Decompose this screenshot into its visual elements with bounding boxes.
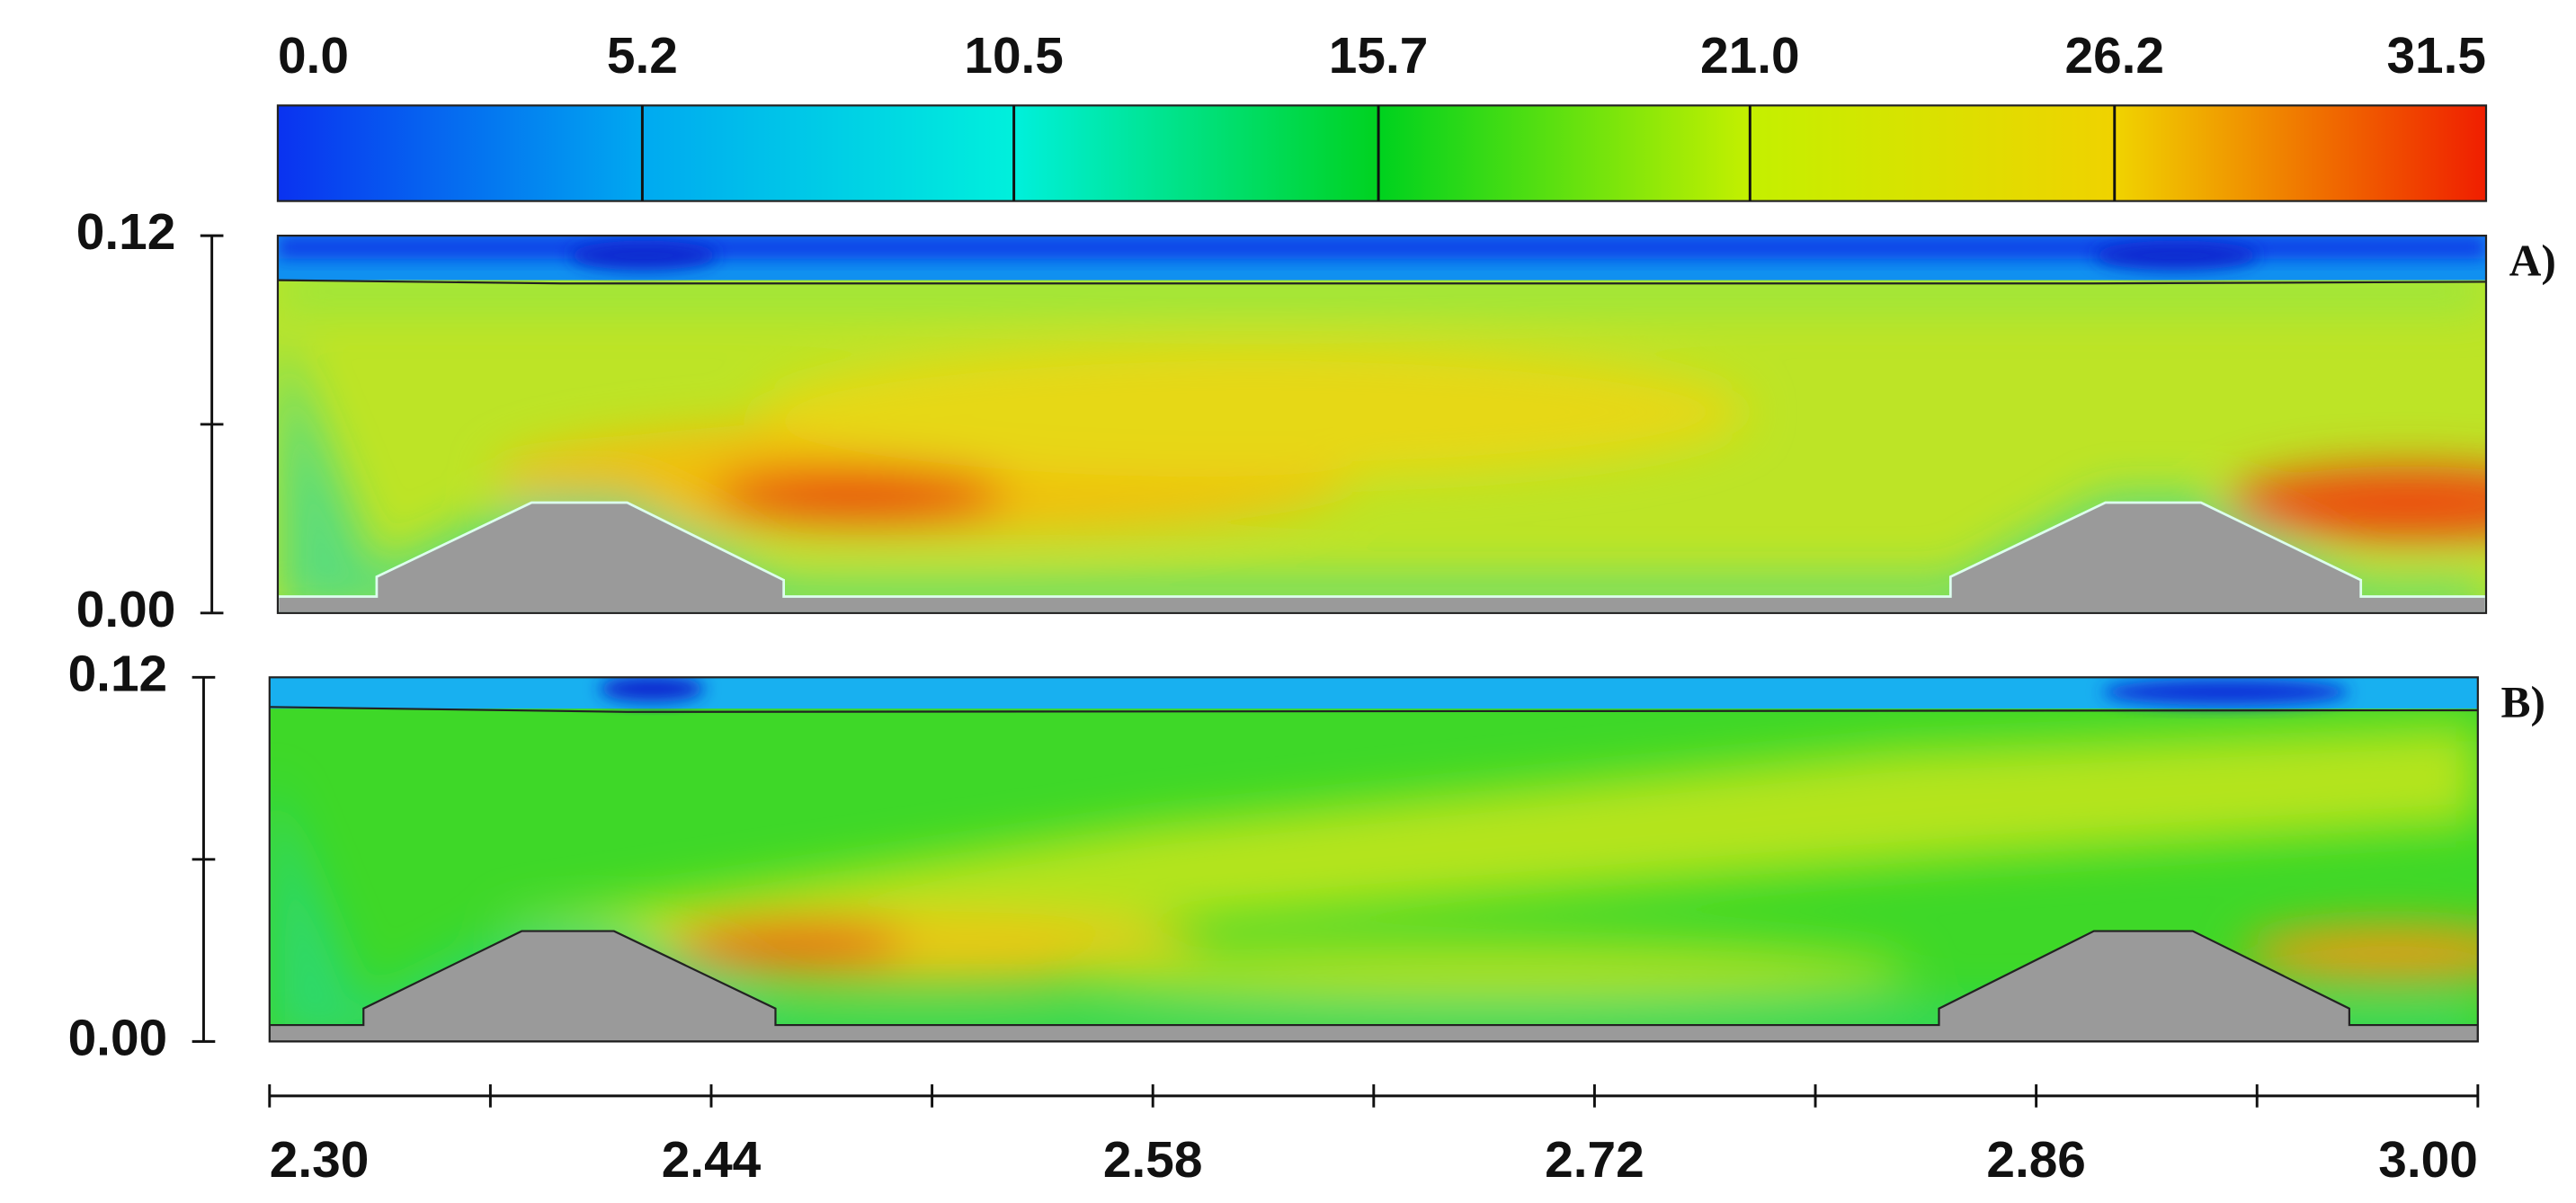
colorbar-tick-label: 15.7 — [1329, 28, 1429, 85]
x-tick-label: 3.00 — [2378, 1132, 2478, 1189]
colorbar-tick-label: 21.0 — [1700, 28, 1800, 85]
x-tick-label: 2.44 — [662, 1132, 762, 1189]
panel-frame — [268, 676, 2479, 1043]
colorbar — [276, 104, 2488, 202]
y-tick-label: 0.00 — [68, 1010, 168, 1066]
colorbar-tick-label: 0.0 — [278, 28, 349, 85]
x-tick-label: 2.72 — [1545, 1132, 1645, 1189]
y-tick-label: 0.12 — [68, 646, 168, 702]
panel-frame — [276, 235, 2488, 614]
x-tick-label: 2.30 — [270, 1132, 370, 1189]
colorbar-tick-label: 10.5 — [964, 28, 1064, 85]
colorbar-tick-label: 26.2 — [2064, 28, 2164, 85]
field-a — [277, 236, 2487, 613]
colorbar-tick-label: 5.2 — [607, 28, 678, 85]
x-tick-label: 2.58 — [1103, 1132, 1203, 1189]
x-tick-label: 2.86 — [1986, 1132, 2086, 1189]
field-b — [269, 677, 2478, 1042]
panel-label: A) — [2509, 236, 2556, 285]
y-tick-label: 0.12 — [76, 204, 176, 261]
panel-label: B) — [2500, 678, 2545, 727]
y-tick-label: 0.00 — [76, 582, 176, 638]
colorbar-tick-label: 31.5 — [2386, 28, 2486, 85]
